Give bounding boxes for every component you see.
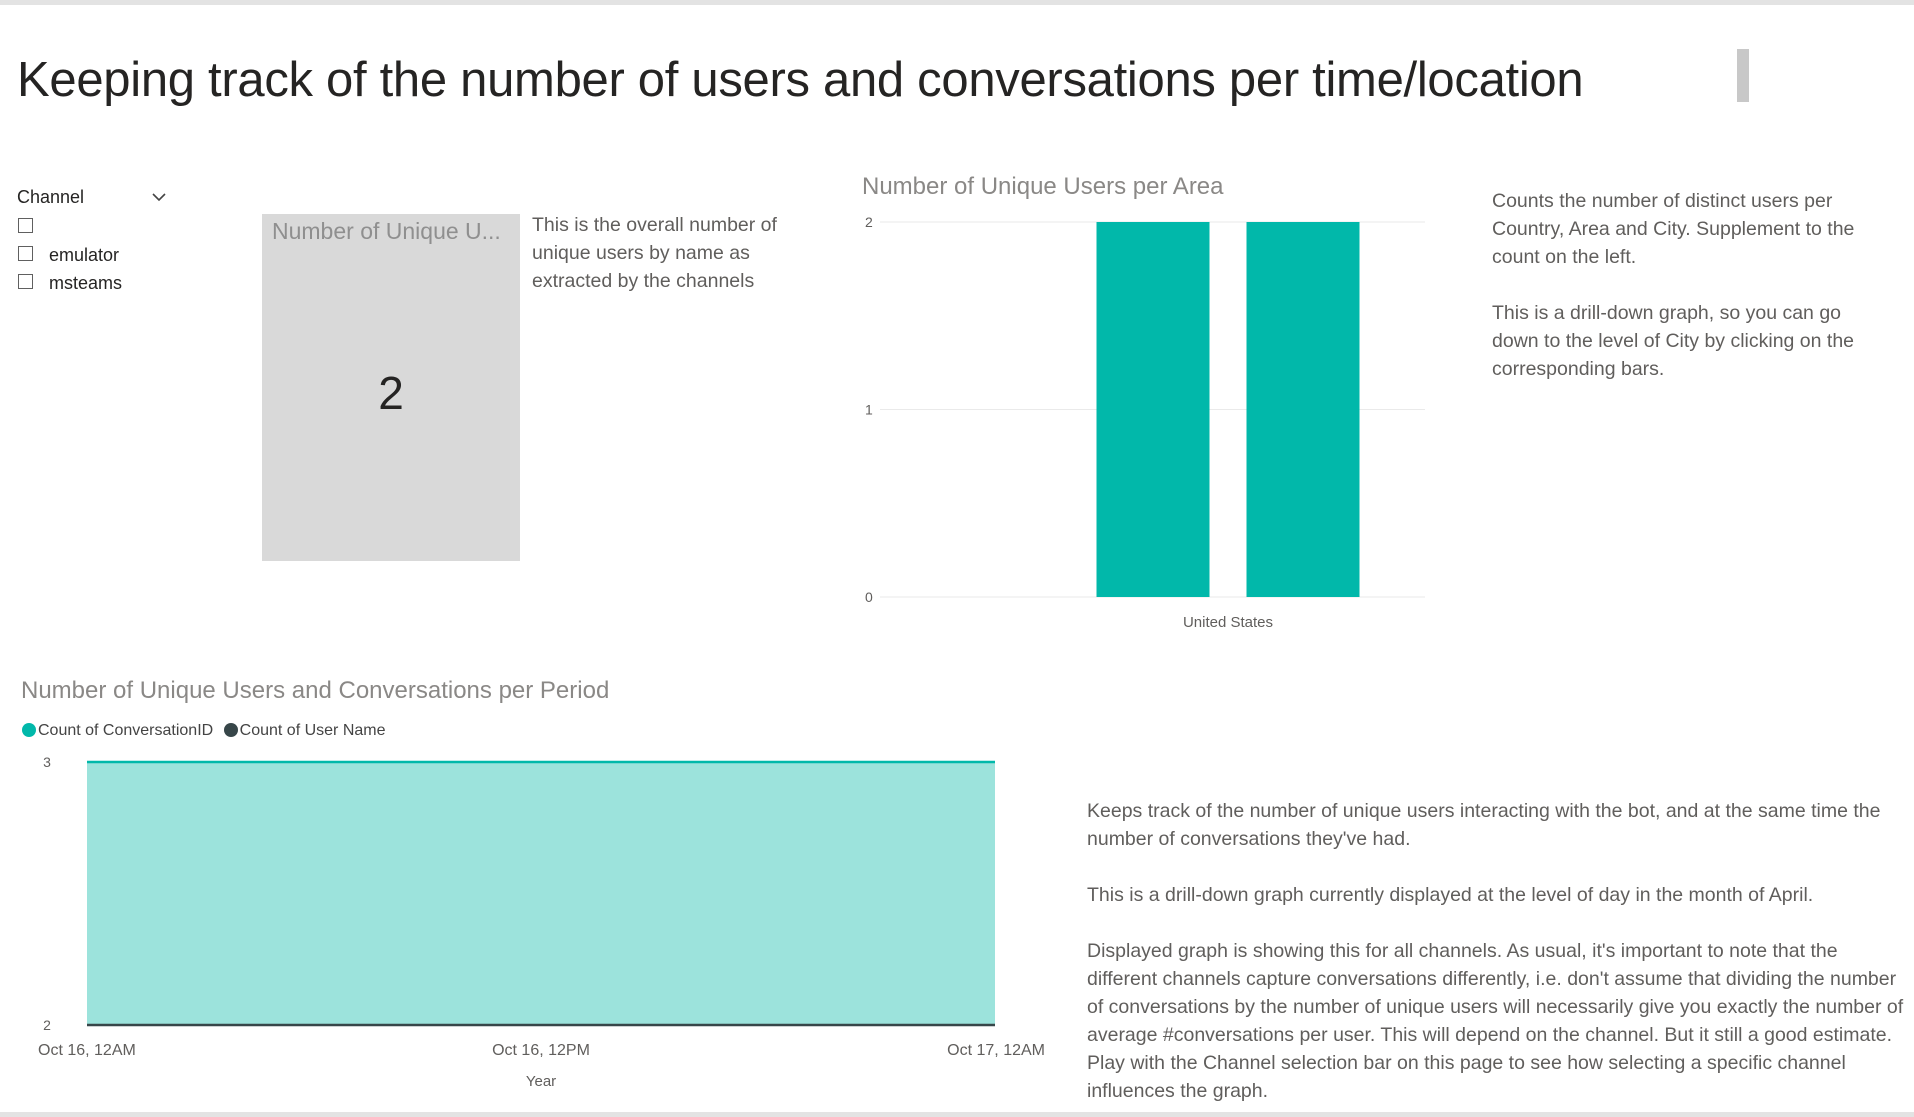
slicer-item-label: msteams xyxy=(49,273,122,294)
channel-slicer: Channel emulator msteams xyxy=(17,185,167,297)
legend-item-users[interactable]: Count of User Name xyxy=(224,722,386,740)
y-tick-label: 2 xyxy=(43,1017,51,1033)
area-note-paragraph: This is a drill-down graph, so you can g… xyxy=(1492,299,1892,383)
unique-users-per-area-chart[interactable]: 0 1 2 United States xyxy=(860,205,1430,650)
y-tick-label: 0 xyxy=(865,589,873,605)
unique-users-card[interactable]: Number of Unique U... 2 xyxy=(262,214,520,561)
legend-dot xyxy=(224,723,238,737)
period-note-paragraph: This is a drill-down graph currently dis… xyxy=(1087,881,1907,909)
period-chart-legend: Count of ConversationID Count of User Na… xyxy=(22,722,392,740)
x-tick-label: Oct 16, 12AM xyxy=(38,1042,136,1059)
area-fill xyxy=(87,762,995,1025)
x-axis-label: Year xyxy=(526,1073,556,1090)
legend-item-conversations[interactable]: Count of ConversationID xyxy=(22,722,213,740)
users-conversations-per-period-chart[interactable]: 3 2 Oct 16, 12AM Oct 16, 12PM Oct 17, 12AM Ye… xyxy=(20,750,1060,1100)
slicer-title: Channel xyxy=(17,187,84,208)
card-title: Number of Unique U... xyxy=(272,218,516,245)
checkbox[interactable] xyxy=(18,246,33,261)
legend-label: Count of User Name xyxy=(240,722,386,739)
legend-dot xyxy=(22,723,36,737)
chevron-down-icon[interactable] xyxy=(149,187,169,207)
card-description-text: This is the overall number of unique use… xyxy=(532,211,782,295)
checkbox[interactable] xyxy=(18,218,33,233)
slicer-item-blank[interactable] xyxy=(17,213,167,241)
x-tick-label: Oct 17, 12AM xyxy=(947,1042,1045,1059)
area-note-paragraph: Counts the number of distinct users per … xyxy=(1492,187,1892,271)
card-value: 2 xyxy=(262,366,520,420)
y-tick-label: 1 xyxy=(865,402,873,418)
area-chart-description: Counts the number of distinct users per … xyxy=(1492,187,1892,383)
x-tick-label: United States xyxy=(1183,614,1273,631)
bar xyxy=(1097,222,1210,597)
slicer-item-msteams[interactable]: msteams xyxy=(17,269,167,297)
period-chart-title: Number of Unique Users and Conversations… xyxy=(21,677,609,705)
slicer-header: Channel xyxy=(17,185,167,213)
y-tick-label: 2 xyxy=(865,214,873,230)
bottom-border xyxy=(0,1112,1914,1117)
page-title: Keeping track of the number of users and… xyxy=(17,52,1583,108)
top-border xyxy=(0,0,1914,5)
checkbox[interactable] xyxy=(18,274,33,289)
area-chart-title: Number of Unique Users per Area xyxy=(862,173,1224,201)
card-description: This is the overall number of unique use… xyxy=(532,211,782,295)
scroll-handle[interactable] xyxy=(1737,49,1749,102)
legend-label: Count of ConversationID xyxy=(38,722,213,739)
slicer-item-emulator[interactable]: emulator xyxy=(17,241,167,269)
bar xyxy=(1247,222,1360,597)
y-tick-label: 3 xyxy=(43,754,51,770)
period-chart-description: Keeps track of the number of unique user… xyxy=(1087,797,1907,1105)
period-note-paragraph: Displayed graph is showing this for all … xyxy=(1087,937,1907,1105)
period-note-paragraph: Keeps track of the number of unique user… xyxy=(1087,797,1907,853)
x-tick-label: Oct 16, 12PM xyxy=(492,1042,590,1059)
slicer-item-label: emulator xyxy=(49,245,119,266)
